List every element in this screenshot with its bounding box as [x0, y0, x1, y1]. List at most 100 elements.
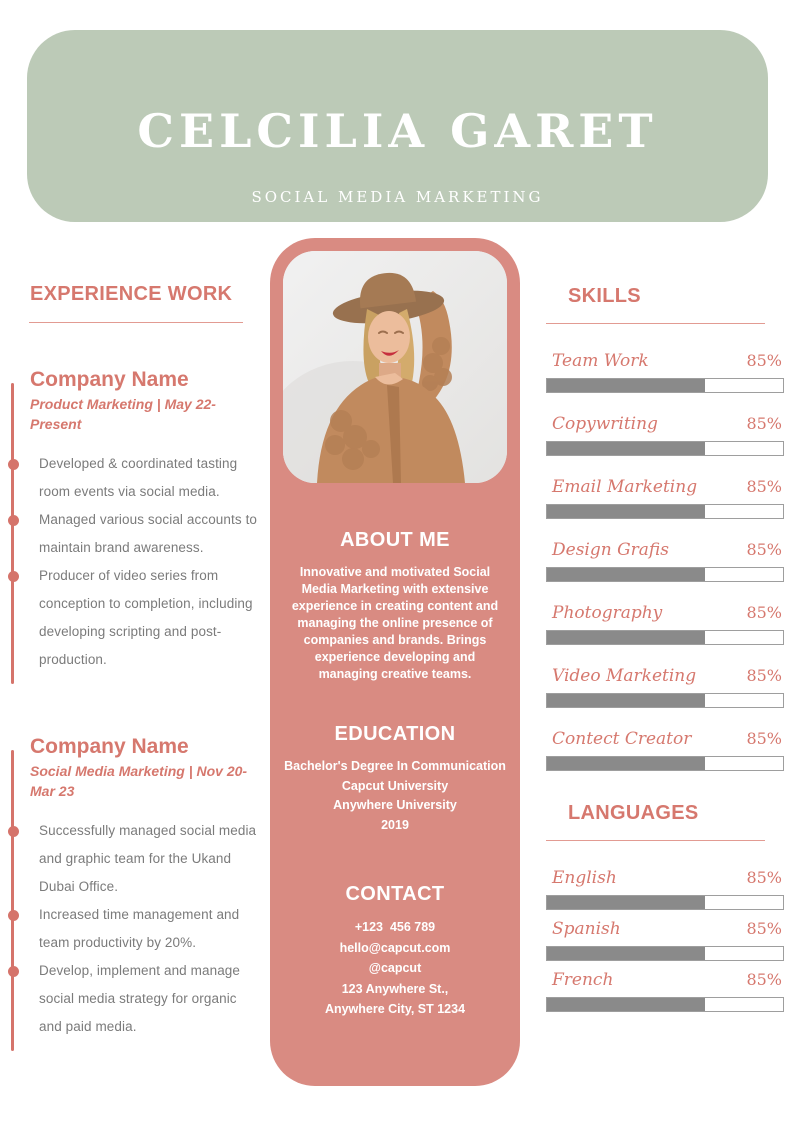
bullet-text: Develop, implement and manage social med… [39, 963, 241, 1034]
skill-percent: 85% [746, 351, 782, 370]
skill-label: Copywriting [552, 414, 658, 434]
language-row: English 85% [546, 868, 784, 910]
language-label-row: Spanish 85% [546, 919, 784, 939]
skill-progress-fill [547, 757, 706, 770]
language-progress-bar [546, 895, 784, 910]
languages-divider [546, 840, 765, 841]
skill-row: Design Grafis 85% [546, 540, 784, 582]
portrait-illustration [283, 251, 507, 483]
job-bullet: Managed various social accounts to maint… [8, 506, 261, 562]
sun-hat [332, 272, 445, 324]
language-progress-bar [546, 997, 784, 1012]
language-row: French 85% [546, 970, 784, 1012]
education-line: Capcut University [341, 778, 449, 793]
language-label: French [552, 970, 614, 990]
skill-label-row: Email Marketing 85% [546, 477, 784, 497]
skill-percent: 85% [746, 603, 782, 622]
person-name: CELCILIA GARET [137, 104, 658, 158]
bullet-dot-icon [8, 966, 19, 977]
job-title-dates: Product Marketing | May 22-Present [30, 396, 216, 432]
contact-line: @capcut [368, 961, 422, 975]
skill-progress-bar [546, 504, 784, 519]
bullet-text: Successfully managed social media and gr… [39, 823, 257, 894]
experience-section: EXPERIENCE WORK Company Name Product Mar… [0, 283, 262, 1051]
language-row: Spanish 85% [546, 919, 784, 961]
skill-label: Team Work [552, 351, 649, 371]
face [368, 311, 410, 363]
profile-panel: ABOUT ME Innovative and motivated Social… [270, 238, 520, 1086]
about-text: Innovative and motivated Social Media Ma… [291, 565, 499, 681]
skill-row: Photography 85% [546, 603, 784, 645]
company-name: Company Name [30, 735, 189, 758]
skill-label-row: Design Grafis 85% [546, 540, 784, 560]
language-label-row: English 85% [546, 868, 784, 888]
job-bullet: Producer of video series from conception… [8, 562, 261, 674]
skill-label-row: Contect Creator 85% [546, 729, 784, 749]
skill-progress-fill [547, 379, 706, 392]
job-bullet: Increased time management and team produ… [8, 901, 261, 957]
company-name: Company Name [30, 368, 189, 391]
contact-line: hello@capcut.com [339, 940, 451, 955]
bullet-text: Developed & coordinated tasting room eve… [39, 456, 238, 499]
skill-label-row: Team Work 85% [546, 351, 784, 371]
closed-eye-left [378, 330, 388, 334]
skills-heading: SKILLS [568, 285, 641, 307]
cardigan-opening [387, 385, 401, 483]
languages-heading: LANGUAGES [568, 802, 699, 824]
sleeve-bobbles [422, 337, 452, 391]
bullet-dot-icon [8, 910, 19, 921]
job-list: Company Name Product Marketing | May 22-… [0, 367, 262, 1051]
skill-percent: 85% [746, 666, 782, 685]
skill-percent: 85% [746, 540, 782, 559]
about-heading: ABOUT ME [340, 529, 450, 551]
skill-progress-bar [546, 756, 784, 771]
skill-label-row: Photography 85% [546, 603, 784, 623]
sleeve-bobbles-left [325, 410, 380, 470]
job-title-dates: Social Media Marketing | Nov 20-Mar 23 [30, 763, 248, 799]
job-bullet: Developed & coordinated tasting room eve… [8, 450, 261, 506]
timeline-line [11, 383, 14, 684]
skill-progress-fill [547, 505, 706, 518]
bullet-text: Increased time management and team produ… [39, 907, 240, 950]
contact-heading: CONTACT [345, 883, 445, 905]
skill-row: Video Marketing 85% [546, 666, 784, 708]
skill-percent: 85% [746, 477, 782, 496]
skill-progress-bar [546, 693, 784, 708]
skill-progress-bar [546, 567, 784, 582]
skills-section: SKILLS Team Work 85% Copywriting [546, 285, 784, 1021]
contact-line: 123 Anywhere St., [341, 981, 449, 996]
experience-divider [29, 322, 243, 323]
skill-row: Contect Creator 85% [546, 729, 784, 771]
bullet-dot-icon [8, 826, 19, 837]
language-progress-bar [546, 946, 784, 961]
skill-label: Photography [552, 603, 663, 623]
skill-row: Team Work 85% [546, 351, 784, 393]
language-progress-fill [547, 947, 706, 960]
bullet-dot-icon [8, 459, 19, 470]
education-line: 2019 [381, 817, 409, 832]
skill-label: Email Marketing [552, 477, 698, 497]
job-bullets: Successfully managed social media and gr… [8, 817, 261, 1041]
skills-list: Team Work 85% Copywriting 85% [546, 351, 784, 771]
skill-progress-bar [546, 630, 784, 645]
skills-divider [546, 323, 765, 324]
language-label-row: French 85% [546, 970, 784, 990]
role-subtitle: SOCIAL MEDIA MARKETING [251, 188, 544, 206]
skill-progress-fill [547, 442, 706, 455]
experience-entry: Company Name Social Media Marketing | No… [0, 734, 262, 1051]
bullet-text: Managed various social accounts to maint… [39, 512, 258, 555]
closed-eye-right [394, 330, 404, 334]
language-label: Spanish [552, 919, 621, 939]
profile-photo [283, 251, 507, 483]
job-bullets: Developed & coordinated tasting room eve… [8, 450, 261, 674]
skill-percent: 85% [746, 729, 782, 748]
header-banner: CELCILIA GARET SOCIAL MEDIA MARKETING [27, 30, 768, 222]
language-progress-fill [547, 896, 706, 909]
contact-line: +123 456 789 [354, 920, 436, 934]
skill-label: Contect Creator [552, 729, 692, 749]
language-label: English [552, 868, 617, 888]
job-bullet: Develop, implement and manage social med… [8, 957, 261, 1041]
education-line: Anywhere University [333, 798, 457, 812]
bullet-dot-icon [8, 571, 19, 582]
